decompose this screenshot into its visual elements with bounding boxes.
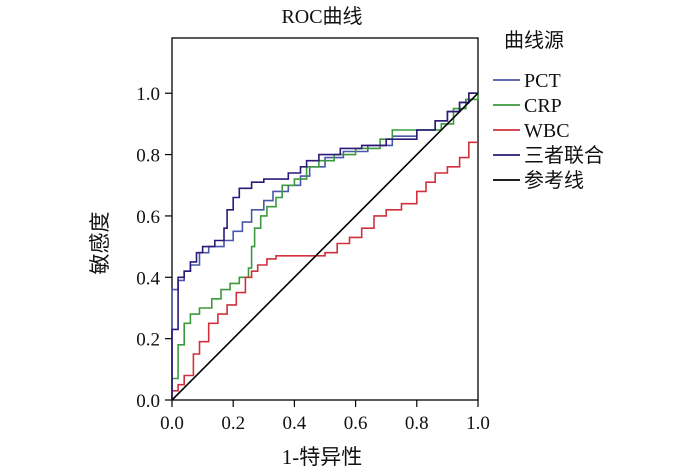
axis-ticks: 0.0 0.2 0.4 0.6 0.8 1.0 0.0 0.2 0.4 0.6 0.8 1.0 [136, 84, 490, 434]
legend-item: PCT [493, 70, 561, 92]
x-tick-label: 0.8 [405, 413, 429, 434]
x-tick-label: 0.4 [283, 413, 307, 434]
roc-curve-line-3 [171, 141, 478, 400]
legend-item: 三者联合 [493, 144, 604, 167]
legend-title: 曲线源 [504, 29, 564, 52]
y-tick-label: 0.2 [136, 330, 160, 351]
legend-item: WBC [493, 120, 570, 142]
y-tick-label: 1.0 [136, 84, 160, 105]
y-tick-label: 0.8 [136, 146, 160, 167]
y-axis-label: 敏感度 [88, 212, 112, 275]
legend-label: WBC [524, 120, 570, 142]
x-axis-label: 1-特异性 [282, 445, 363, 469]
legend-label: CRP [524, 95, 562, 117]
x-tick-label: 0.0 [160, 413, 184, 434]
chart-title: ROC曲线 [281, 5, 362, 28]
x-tick-label: 0.6 [344, 413, 368, 434]
x-tick-label: 0.2 [221, 413, 245, 434]
y-tick-label: 0.0 [136, 391, 160, 412]
roc-curve-line-4 [171, 92, 478, 400]
legend-label: PCT [524, 70, 561, 92]
x-tick-label: 1.0 [466, 413, 490, 434]
legend-label: 参考线 [524, 169, 584, 192]
y-tick-label: 0.6 [136, 207, 160, 228]
roc-curves [171, 92, 479, 401]
legend-label: 三者联合 [524, 144, 604, 167]
plot-frame [171, 37, 479, 401]
legend-item: CRP [493, 95, 562, 117]
roc-curve-line-2 [171, 93, 479, 400]
y-tick-label: 0.4 [136, 268, 160, 289]
roc-curve-line-5 [171, 92, 479, 401]
legend-item: 参考线 [493, 169, 584, 192]
